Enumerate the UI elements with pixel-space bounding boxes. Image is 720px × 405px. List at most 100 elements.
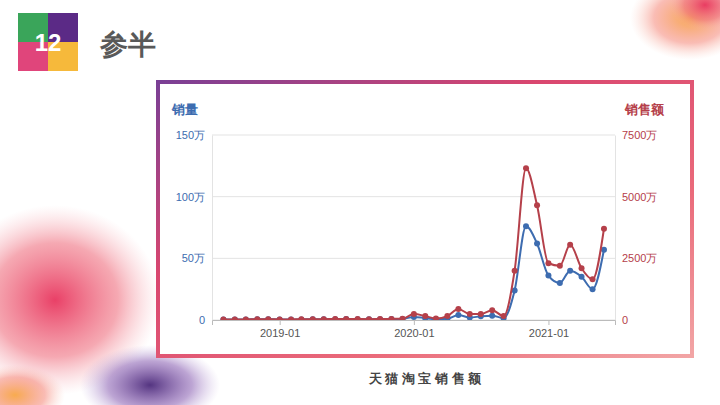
tick: 2020-01 xyxy=(394,320,434,339)
series-line xyxy=(223,168,604,319)
slide-title: 参半 xyxy=(99,29,156,60)
point xyxy=(310,316,316,320)
point xyxy=(298,316,304,320)
point xyxy=(545,273,551,279)
point xyxy=(277,316,283,320)
plot-area xyxy=(220,165,607,320)
tick-label: 7500万 xyxy=(622,129,657,141)
blob xyxy=(0,365,65,405)
axis-line xyxy=(615,136,616,321)
tick-mark xyxy=(280,320,281,325)
tick-label: 100万 xyxy=(176,191,205,203)
point xyxy=(579,274,585,280)
point xyxy=(489,307,495,313)
tick-mark xyxy=(414,320,415,325)
slide: 12 参半天 猫 淘 宝 销 售 额 0 50万 100万 150万 0 2500万 5000万… xyxy=(0,0,720,405)
tick-label: 0 xyxy=(199,314,205,326)
point xyxy=(232,316,238,320)
blob xyxy=(670,0,720,30)
point xyxy=(567,242,573,248)
axis-title: 销售额 xyxy=(624,102,665,117)
point xyxy=(455,306,461,312)
tick: 7500万 xyxy=(615,129,657,141)
y2-axis: 0 2500万 5000万 7500万 xyxy=(615,129,657,326)
tick: 2019-01 xyxy=(260,320,300,339)
point xyxy=(277,316,283,320)
chart-frame xyxy=(158,82,692,356)
tick: 50万 xyxy=(182,252,212,264)
point xyxy=(433,316,439,320)
tick: 150万 xyxy=(176,129,212,141)
tick-label: 150万 xyxy=(176,129,205,141)
point xyxy=(478,311,484,317)
point xyxy=(220,316,226,320)
tick: 0 xyxy=(615,314,628,326)
point xyxy=(601,226,607,232)
grid-line xyxy=(212,135,615,136)
point xyxy=(254,316,260,320)
point xyxy=(523,223,529,229)
point xyxy=(321,316,327,320)
blob xyxy=(630,0,720,60)
point xyxy=(321,316,327,320)
axis-title: 销量 xyxy=(171,102,198,117)
tick: 5000万 xyxy=(615,191,657,203)
tick: 2021-01 xyxy=(529,320,569,339)
point xyxy=(534,202,540,208)
point xyxy=(343,316,349,320)
point xyxy=(534,241,540,247)
point xyxy=(399,316,405,320)
x-axis: 2019-01 2020-01 2021-01 xyxy=(213,320,616,339)
point xyxy=(388,316,394,320)
tick-label: 2020-01 xyxy=(394,327,434,339)
slide-number: 12 xyxy=(35,29,62,56)
point xyxy=(501,313,507,319)
point xyxy=(310,316,316,320)
decoration xyxy=(0,0,720,405)
point xyxy=(243,316,249,320)
point xyxy=(489,313,495,319)
grid xyxy=(212,135,615,320)
point xyxy=(433,316,439,320)
point xyxy=(590,286,596,292)
point xyxy=(512,268,518,274)
tick: 100万 xyxy=(176,191,212,203)
tick-label: 2500万 xyxy=(622,252,657,264)
grid-line xyxy=(212,258,615,259)
grid-line xyxy=(212,196,615,197)
point xyxy=(590,276,596,282)
axis-line xyxy=(213,321,616,326)
point xyxy=(232,316,238,320)
series-line xyxy=(223,226,604,319)
point xyxy=(422,313,428,319)
point xyxy=(254,316,260,320)
tick-label: 5000万 xyxy=(622,191,657,203)
point xyxy=(455,312,461,318)
point xyxy=(243,316,249,320)
y-axis: 0 50万 100万 150万 xyxy=(176,129,213,326)
point xyxy=(220,316,226,320)
point xyxy=(355,316,361,320)
point xyxy=(265,316,271,320)
point xyxy=(332,316,338,320)
tick-label: 0 xyxy=(622,314,628,326)
point xyxy=(444,313,450,319)
point xyxy=(557,280,563,286)
point xyxy=(467,311,473,317)
point xyxy=(557,263,563,269)
caption: 天 猫 淘 宝 销 售 额 xyxy=(368,371,483,386)
point xyxy=(567,268,573,274)
point xyxy=(388,316,394,320)
axis-line xyxy=(212,136,213,321)
point xyxy=(332,316,338,320)
badge: 12 xyxy=(18,13,78,71)
point xyxy=(579,265,585,271)
tick: 2500万 xyxy=(615,252,657,264)
chart-panel xyxy=(158,82,692,356)
point xyxy=(343,316,349,320)
point xyxy=(298,316,304,320)
point xyxy=(366,316,372,320)
tick-mark xyxy=(548,320,549,325)
chart-frame-bottom xyxy=(158,354,692,358)
point xyxy=(523,165,529,171)
